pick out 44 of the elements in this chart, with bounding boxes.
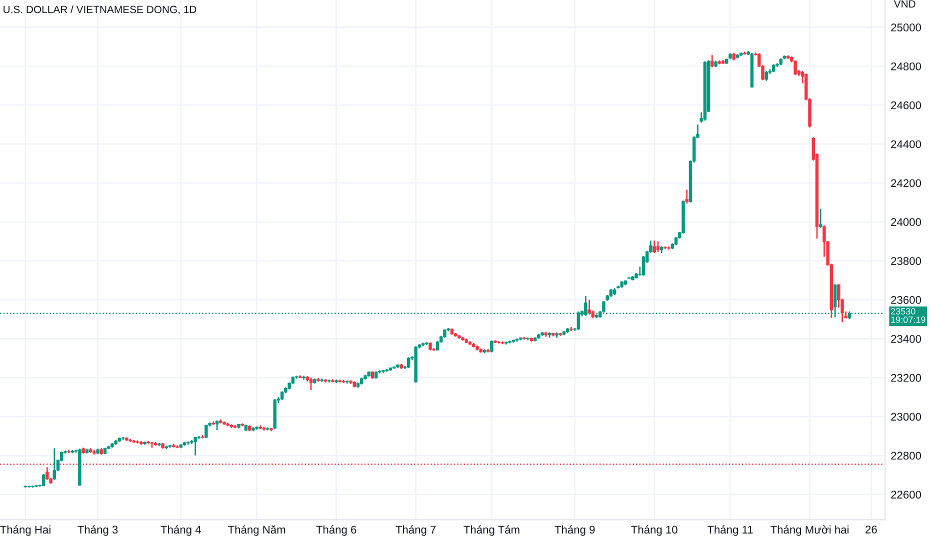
y-tick-label: 25000	[891, 24, 922, 32]
y-tick-label: 24000	[891, 218, 922, 226]
candlestick	[46, 466, 49, 481]
y-tick-label: 24800	[891, 62, 922, 70]
y-tick-label: 24400	[891, 140, 922, 148]
ref-line-label: 23530 19:07:19	[891, 308, 926, 323]
candlestick	[818, 208, 822, 228]
candlestick	[710, 54, 714, 68]
candlestick	[194, 436, 197, 456]
x-tick-label: Tháng Tám	[464, 525, 520, 536]
y-tick-label: 22600	[891, 490, 922, 499]
y-tick-label: 23000	[891, 412, 922, 421]
y-tick-label: 23600	[891, 296, 922, 304]
x-tick-label: Tháng 11	[707, 525, 753, 536]
y-axis-title: VND	[894, 0, 916, 8]
x-tick-label: Tháng Mười hai	[770, 525, 848, 536]
x-tick-label: Tháng 4	[160, 525, 201, 536]
candlestick	[52, 448, 56, 481]
candlestick	[309, 376, 313, 391]
candlestick	[588, 299, 591, 316]
candlestick	[406, 356, 410, 369]
x-tick-label: Tháng 3	[78, 525, 118, 536]
candlestick	[764, 70, 768, 82]
x-tick-label: Tháng 7	[396, 525, 436, 536]
y-tick-label: 24200	[891, 179, 922, 188]
x-tick-label: Tháng 6	[316, 525, 356, 536]
y-tick-label: 23400	[891, 334, 922, 343]
y-tick-label: 22800	[891, 452, 922, 460]
candlestick	[204, 424, 208, 439]
chart-title: U.S. DOLLAR / VIETNAMESE DONG, 1D	[4, 6, 196, 14]
x-tick-label: Tháng Năm	[228, 525, 286, 536]
x-tick-label: Tháng Hai	[0, 525, 50, 536]
y-tick-label: 23800	[891, 257, 922, 265]
x-tick-label: Tháng 9	[554, 525, 595, 536]
candlestick	[652, 240, 656, 254]
candlestick	[42, 473, 46, 486]
y-tick-label: 24600	[891, 101, 922, 110]
candlestick	[685, 188, 688, 204]
x-tick-label: Tháng 10	[631, 525, 678, 536]
candlestick	[794, 60, 797, 76]
candlestick	[490, 340, 494, 354]
candlestick	[436, 340, 440, 352]
y-tick-label: 23200	[891, 374, 922, 382]
x-tick-label: 26	[866, 526, 877, 534]
